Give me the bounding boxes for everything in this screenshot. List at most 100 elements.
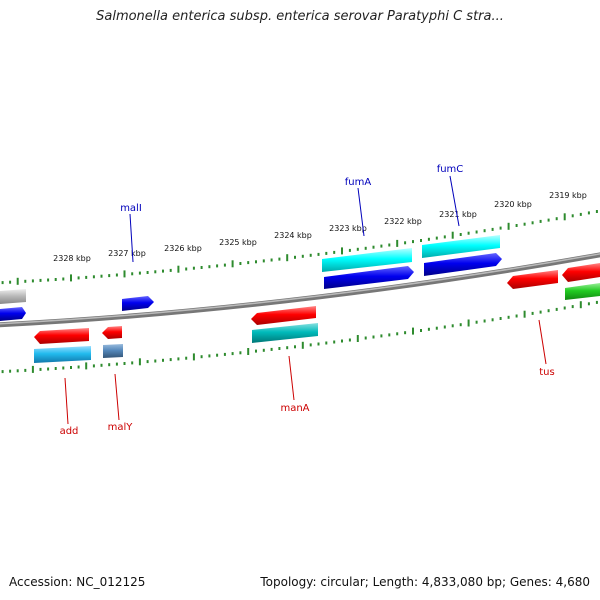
minor-tick — [54, 278, 57, 281]
minor-tick — [223, 263, 226, 267]
gene-feature-mana — [251, 306, 316, 325]
minor-tick — [100, 274, 103, 278]
minor-tick — [223, 352, 226, 356]
minor-tick — [70, 366, 72, 369]
minor-tick — [47, 278, 50, 282]
minor-tick — [162, 269, 164, 273]
scale-label: 2324 kbp — [274, 231, 312, 240]
minor-tick — [177, 357, 180, 361]
minor-tick — [443, 235, 446, 239]
minor-tick — [427, 327, 430, 331]
major-tick — [123, 270, 126, 278]
minor-tick — [131, 272, 134, 276]
gene-feature-teal — [252, 323, 318, 343]
minor-tick — [341, 339, 343, 343]
minor-tick — [507, 315, 510, 319]
minor-tick — [555, 307, 558, 311]
minor-tick — [539, 219, 542, 223]
minor-tick — [372, 335, 375, 339]
major-tick — [177, 265, 180, 273]
minor-tick — [278, 347, 281, 350]
minor-tick — [420, 329, 422, 332]
minor-tick — [115, 273, 118, 277]
minor-tick — [31, 279, 34, 283]
minor-tick — [555, 217, 558, 221]
minor-tick — [255, 349, 257, 353]
minor-tick — [475, 230, 478, 234]
minor-tick — [62, 366, 65, 370]
minor-tick — [459, 323, 462, 327]
scale-label: 2325 kbp — [219, 238, 257, 247]
minor-tick — [200, 266, 203, 269]
minor-tick — [309, 343, 312, 347]
minor-tick — [146, 271, 149, 274]
minor-tick — [435, 236, 438, 240]
minor-tick — [9, 280, 12, 284]
major-tick — [31, 365, 34, 373]
minor-tick — [404, 331, 407, 335]
major-tick — [247, 348, 250, 355]
major-tick — [341, 247, 343, 255]
minor-tick — [85, 275, 88, 279]
minor-tick — [100, 363, 103, 367]
minor-tick — [483, 229, 486, 233]
minor-tick — [515, 224, 518, 227]
minor-tick — [364, 336, 367, 340]
minor-tick — [216, 353, 219, 357]
major-tick — [85, 362, 88, 370]
minor-tick — [108, 274, 111, 278]
minor-tick — [154, 359, 157, 363]
genome-backbone — [0, 252, 600, 328]
minor-tick — [325, 341, 328, 345]
minor-tick — [317, 342, 320, 346]
major-tick — [579, 301, 582, 309]
minor-tick — [208, 354, 211, 358]
minor-tick — [547, 309, 550, 313]
minor-tick — [77, 365, 80, 369]
minor-tick — [427, 237, 430, 241]
minor-tick — [1, 370, 4, 374]
scale-label: 2319 kbp — [549, 191, 587, 200]
minor-tick — [443, 325, 446, 329]
minor-tick — [24, 279, 27, 283]
minor-tick — [491, 227, 494, 231]
minor-tick — [404, 241, 407, 245]
minor-tick — [547, 218, 550, 222]
gene-feature-green — [565, 283, 600, 300]
minor-tick — [317, 252, 320, 256]
minor-tick — [247, 261, 250, 265]
minor-tick — [162, 358, 164, 362]
minor-tick — [9, 369, 12, 373]
scale-label: 2326 kbp — [164, 244, 202, 253]
minor-tick — [92, 275, 95, 279]
scale-label: 2320 kbp — [494, 200, 532, 209]
gene-feature-fuma — [322, 248, 412, 272]
minor-tick — [47, 367, 50, 371]
gene-label-tus: tus — [539, 367, 554, 378]
minor-tick — [467, 231, 470, 235]
minor-tick — [239, 351, 242, 355]
minor-tick — [571, 305, 574, 309]
minor-tick — [587, 211, 590, 215]
minor-tick — [420, 239, 422, 242]
minor-tick — [388, 243, 391, 247]
minor-tick — [459, 233, 462, 236]
minor-tick — [333, 340, 336, 344]
gene-label-mana: manA — [280, 403, 309, 414]
scale-label: 2327 kbp — [108, 249, 146, 258]
minor-tick — [388, 333, 391, 337]
gene-feature-steel — [103, 344, 123, 358]
minor-tick — [372, 245, 375, 249]
major-tick — [301, 341, 304, 349]
minor-tick — [39, 278, 42, 282]
minor-tick — [301, 254, 304, 258]
map-title: Salmonella enterica subsp. enterica sero… — [96, 9, 504, 24]
lower-tick-ring — [1, 300, 598, 374]
accession-text: Accession: NC_012125 — [9, 575, 146, 589]
minor-tick — [531, 311, 534, 315]
major-tick — [138, 358, 141, 366]
minor-tick — [185, 267, 188, 271]
minor-tick — [270, 347, 273, 351]
minor-tick — [348, 338, 351, 342]
major-tick — [70, 274, 72, 282]
